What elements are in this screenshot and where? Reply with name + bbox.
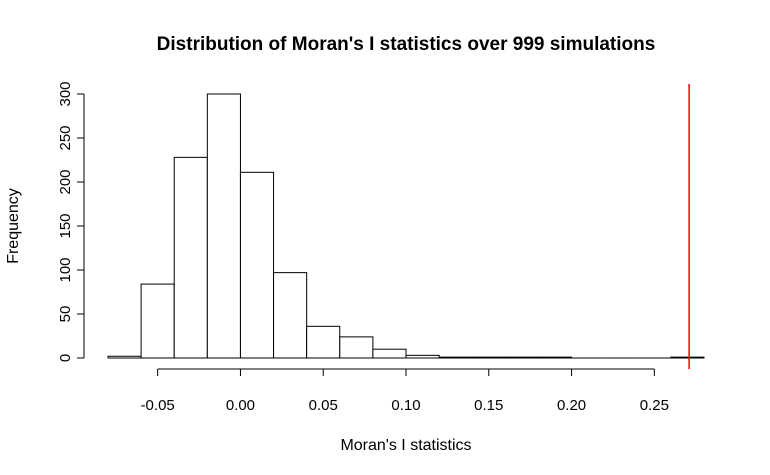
histogram-bar-4 — [239, 171, 275, 359]
y-tick-label: 250 — [57, 125, 74, 150]
x-tick-label: 0.20 — [557, 397, 586, 414]
histogram-bar-5 — [273, 272, 308, 359]
histogram-bar-6 — [306, 325, 341, 359]
histogram-bar-1 — [140, 283, 175, 359]
y-axis: 0 50 100 150 200 250 300 — [57, 81, 85, 362]
x-tick-label: 0.25 — [640, 397, 669, 414]
x-axis-label: Moran's I statistics — [340, 437, 471, 454]
histogram-bar-10 — [438, 356, 473, 359]
histogram-bar-2 — [173, 156, 208, 359]
y-tick-label: 150 — [57, 213, 74, 238]
chart-title: Distribution of Moran's I statistics ove… — [157, 34, 656, 55]
y-tick-label: 100 — [57, 257, 74, 282]
x-tick-label: 0.15 — [474, 397, 503, 414]
y-tick-label: 300 — [57, 81, 74, 106]
y-tick-label: 0 — [57, 354, 74, 362]
histogram-bar-13 — [537, 356, 573, 359]
histogram-bar-8 — [372, 348, 407, 359]
x-axis: -0.05 0.00 0.05 0.10 0.15 0.20 0.25 — [141, 368, 669, 414]
histogram-bar-11 — [471, 356, 506, 359]
histogram-bar-17 — [670, 356, 705, 359]
x-tick-label: 0.10 — [391, 397, 420, 414]
y-axis-label: Frequency — [5, 188, 22, 264]
histogram-bars — [107, 93, 705, 359]
histogram-bar-7 — [339, 336, 374, 359]
y-tick-label: 50 — [57, 306, 74, 323]
histogram-bar-3 — [206, 93, 241, 359]
y-tick-label: 200 — [57, 169, 74, 194]
x-tick-label: 0.00 — [226, 397, 255, 414]
x-tick-label: -0.05 — [141, 397, 175, 414]
x-tick-label: 0.05 — [309, 397, 338, 414]
histogram-bar-9 — [405, 354, 440, 359]
histogram-bar-12 — [504, 356, 539, 359]
histogram-bar-0 — [107, 355, 142, 359]
